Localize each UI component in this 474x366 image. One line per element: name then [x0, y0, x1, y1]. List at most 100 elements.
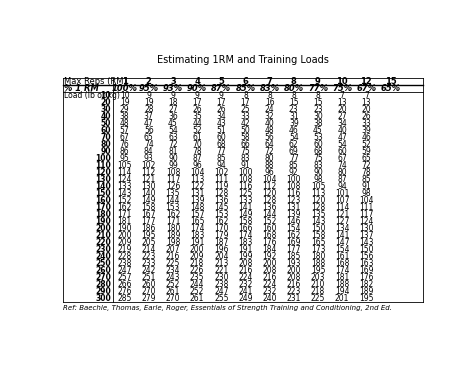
- Text: 140: 140: [95, 182, 111, 191]
- Text: 5: 5: [219, 77, 224, 86]
- Text: 135: 135: [311, 210, 325, 219]
- Text: 27: 27: [168, 105, 178, 114]
- Text: 83: 83: [313, 161, 323, 170]
- Text: 218: 218: [190, 259, 204, 268]
- Text: 208: 208: [263, 266, 277, 275]
- Text: 260: 260: [95, 266, 111, 275]
- Text: 80: 80: [100, 140, 111, 149]
- Text: 169: 169: [287, 238, 301, 247]
- Text: 199: 199: [238, 252, 253, 261]
- Text: 100: 100: [287, 175, 301, 184]
- Text: 93: 93: [144, 154, 154, 163]
- Text: 104: 104: [359, 196, 374, 205]
- Text: 85%: 85%: [236, 84, 255, 93]
- Text: 250: 250: [95, 259, 111, 268]
- Text: 200: 200: [263, 259, 277, 268]
- Text: 252: 252: [190, 287, 204, 296]
- Text: 276: 276: [118, 287, 132, 296]
- Text: 111: 111: [359, 203, 374, 212]
- Text: 208: 208: [238, 259, 253, 268]
- Text: 154: 154: [287, 224, 301, 233]
- Text: 139: 139: [190, 196, 204, 205]
- Text: 141: 141: [335, 231, 349, 240]
- Text: 72: 72: [362, 161, 371, 170]
- Text: 90%: 90%: [187, 84, 207, 93]
- Text: 62: 62: [289, 140, 299, 149]
- Text: 143: 143: [311, 217, 325, 226]
- Text: 157: 157: [190, 210, 204, 219]
- Text: 162: 162: [287, 231, 301, 240]
- Text: 247: 247: [214, 287, 228, 296]
- Text: 39: 39: [362, 126, 371, 135]
- Text: 173: 173: [311, 245, 325, 254]
- Text: 270: 270: [95, 273, 111, 282]
- Text: 112: 112: [142, 168, 156, 177]
- Text: 3: 3: [170, 77, 176, 86]
- Text: 189: 189: [359, 287, 374, 296]
- Text: 243: 243: [166, 273, 180, 282]
- Text: 300: 300: [95, 294, 111, 303]
- Text: 218: 218: [311, 287, 325, 296]
- Text: 130: 130: [359, 224, 374, 233]
- Text: 64: 64: [265, 140, 274, 149]
- Text: 80: 80: [265, 154, 274, 163]
- Text: 85: 85: [362, 175, 371, 184]
- Text: 54: 54: [337, 140, 347, 149]
- Text: 98: 98: [362, 189, 371, 198]
- Text: 20: 20: [100, 98, 111, 107]
- Text: 12: 12: [360, 77, 372, 86]
- Text: 135: 135: [166, 189, 180, 198]
- Text: 90: 90: [313, 168, 323, 177]
- Text: 152: 152: [263, 217, 277, 226]
- Text: 186: 186: [142, 224, 156, 233]
- Text: 216: 216: [287, 280, 301, 289]
- Text: 34: 34: [337, 119, 347, 128]
- Text: 149: 149: [142, 196, 156, 205]
- Text: 177: 177: [142, 217, 156, 226]
- Text: 39: 39: [289, 119, 299, 128]
- Text: 270: 270: [166, 294, 180, 303]
- Text: 125: 125: [238, 189, 253, 198]
- Text: 221: 221: [214, 266, 228, 275]
- Text: Estimating 1RM and Training Loads: Estimating 1RM and Training Loads: [157, 55, 329, 65]
- Text: 224: 224: [238, 273, 253, 282]
- Text: 52: 52: [192, 126, 202, 135]
- Text: 200: 200: [287, 266, 301, 275]
- Text: 50: 50: [241, 126, 250, 135]
- Text: 160: 160: [95, 196, 111, 205]
- Text: 13: 13: [337, 98, 347, 107]
- Text: 108: 108: [166, 168, 180, 177]
- Text: 143: 143: [359, 238, 374, 247]
- Text: 51: 51: [217, 126, 226, 135]
- Text: 238: 238: [118, 259, 132, 268]
- Text: 70: 70: [192, 140, 202, 149]
- Text: 9: 9: [146, 91, 151, 100]
- Text: 31: 31: [289, 112, 299, 121]
- Text: 128: 128: [214, 189, 228, 198]
- Text: 204: 204: [214, 252, 228, 261]
- Text: 145: 145: [214, 203, 228, 212]
- Text: 137: 137: [359, 231, 374, 240]
- Text: 88: 88: [265, 161, 274, 170]
- Text: 163: 163: [359, 259, 374, 268]
- Text: 171: 171: [166, 217, 180, 226]
- Text: 17: 17: [241, 98, 250, 107]
- Text: 174: 174: [238, 231, 253, 240]
- Text: 144: 144: [263, 210, 277, 219]
- Text: 4: 4: [194, 77, 200, 86]
- Text: 80: 80: [337, 168, 347, 177]
- Text: 17: 17: [192, 98, 202, 107]
- Text: 166: 166: [238, 224, 253, 233]
- Text: 184: 184: [263, 245, 277, 254]
- Text: 2: 2: [146, 77, 152, 86]
- Text: 10: 10: [120, 91, 129, 100]
- Text: 235: 235: [190, 273, 204, 282]
- Text: 200: 200: [190, 245, 204, 254]
- Text: 216: 216: [263, 273, 277, 282]
- Text: 28: 28: [144, 105, 154, 114]
- Text: 161: 161: [335, 252, 349, 261]
- Text: 104: 104: [263, 175, 277, 184]
- Text: 101: 101: [335, 189, 349, 198]
- Text: 226: 226: [190, 266, 204, 275]
- Text: 72: 72: [265, 147, 274, 156]
